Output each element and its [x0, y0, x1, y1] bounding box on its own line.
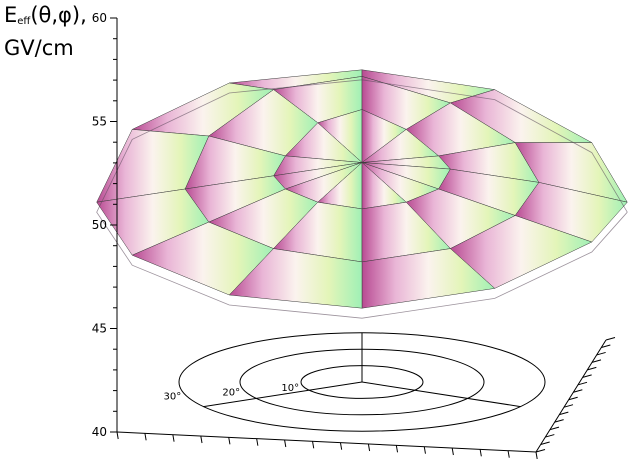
- z-axis-label-args: (θ,φ),: [30, 3, 87, 27]
- base-tick: [395, 445, 399, 453]
- base-tick: [451, 447, 454, 456]
- polar-ring-label: 30°: [164, 392, 182, 403]
- base-tick: [601, 344, 611, 348]
- z-tick-label: 45: [92, 322, 107, 336]
- z-axis-label-sub: eff: [17, 16, 31, 27]
- base-tick: [577, 381, 588, 386]
- polar-ring-label: 10°: [281, 383, 299, 394]
- base-tick: [507, 450, 510, 458]
- base-tick: [284, 439, 287, 448]
- z-tick-label: 50: [92, 218, 107, 232]
- base-tick: [540, 441, 550, 446]
- z-tick-label: 55: [92, 115, 107, 129]
- base-tick: [228, 437, 231, 445]
- polar-spoke: [361, 381, 521, 408]
- base-tick: [256, 438, 259, 446]
- base-tick: [549, 426, 560, 431]
- base-tick: [554, 419, 564, 423]
- surface-mesh: [96, 69, 628, 319]
- polar-spoke: [203, 381, 363, 408]
- z-tick-label: 60: [92, 11, 107, 25]
- base-box-edges: [116, 337, 616, 459]
- base-tick: [312, 441, 315, 449]
- polar-grid: 10° 20° 30°: [164, 332, 546, 432]
- base-tick: [535, 449, 546, 453]
- base-tick: [587, 366, 597, 371]
- base-tick: [535, 451, 538, 459]
- base-tick: [573, 389, 583, 393]
- base-tick: [596, 351, 606, 356]
- base-tick: [545, 434, 555, 438]
- z-axis-label: Eeff(θ,φ), GV/cm: [4, 2, 87, 62]
- base-tick: [479, 449, 482, 457]
- base-tick: [591, 359, 602, 363]
- base-tick: [423, 446, 426, 454]
- base-tick: [582, 374, 592, 378]
- base-tick: [568, 396, 578, 401]
- z-axis-label-main: E: [4, 3, 18, 27]
- surface-patch: [229, 248, 363, 309]
- base-tick: [172, 434, 175, 442]
- base-tick: [563, 404, 574, 408]
- base-tick: [144, 433, 147, 441]
- base-tick: [559, 411, 569, 416]
- base-tick: [200, 435, 203, 444]
- z-axis-unit: GV/cm: [4, 36, 74, 60]
- base-tick: [339, 442, 343, 450]
- polar-ring-label: 20°: [222, 387, 240, 398]
- z-tick-label: 40: [92, 425, 107, 439]
- base-tick: [116, 431, 119, 440]
- base-tick: [605, 337, 616, 341]
- surface-rim-edge: [96, 79, 628, 319]
- z-axis: 40 45 50 55 60: [92, 11, 118, 439]
- base-tick: [367, 443, 371, 452]
